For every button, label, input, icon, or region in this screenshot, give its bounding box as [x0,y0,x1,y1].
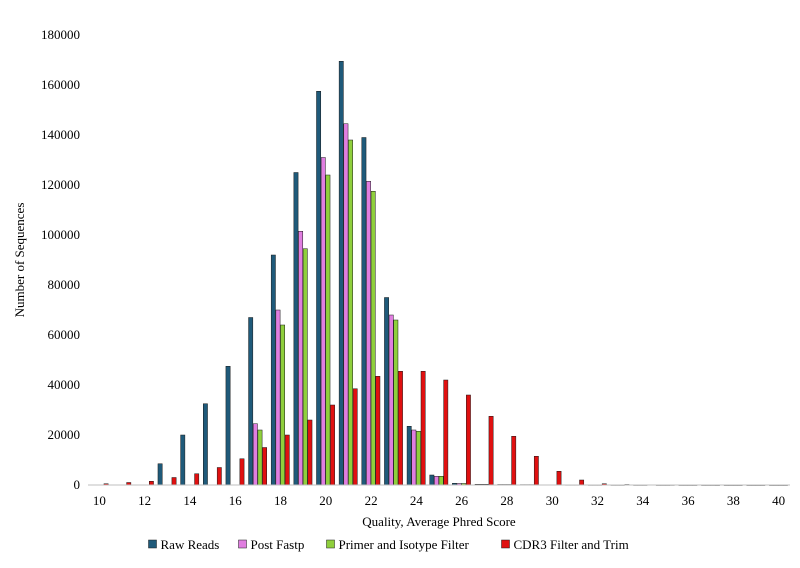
bar-raw-reads-13 [157,463,163,486]
bar-cdr3-filter-and-trim-12 [149,481,154,486]
bar-cdr3-filter-and-trim-30 [556,471,562,486]
x-tick-label: 34 [636,493,650,508]
bar-cdr3-filter-and-trim-20 [330,404,335,486]
x-tick-label: 36 [682,493,696,508]
bar-post-fastp-24 [411,429,417,486]
y-tick-label: 120000 [41,177,80,192]
bar-raw-reads-18 [270,254,276,486]
bar-post-fastp-20 [320,157,326,486]
bar-cdr3-filter-and-trim-19 [307,419,313,486]
x-tick-label: 24 [410,493,424,508]
bar-primer-and-isotype-filter-23 [393,319,399,486]
bar-primer-and-isotype-filter-20 [325,174,331,486]
bar-post-fastp-23 [388,314,394,486]
bar-raw-reads-17 [248,317,254,486]
bar-primer-and-isotype-filter-18 [280,324,286,486]
bar-cdr3-filter-and-trim-29 [533,456,539,486]
x-tick-label: 16 [229,493,243,508]
legend-label-post-fastp: Post Fastp [251,537,305,552]
y-tick-label: 60000 [48,327,81,342]
bar-raw-reads-14 [180,434,186,486]
y-tick-label: 140000 [41,127,80,142]
x-tick-label: 20 [319,493,332,508]
legend-swatch-cdr3-filter-and-trim [501,539,510,549]
legend-swatch-post-fastp [238,539,247,549]
bar-cdr3-filter-and-trim-28 [511,436,517,486]
bar-cdr3-filter-and-trim-24 [420,371,426,486]
bar-raw-reads-23 [384,297,389,486]
bar-group [103,61,788,486]
bar-post-fastp-19 [298,231,304,486]
bar-cdr3-filter-and-trim-25 [443,379,449,486]
x-tick-label: 12 [138,493,151,508]
bar-cdr3-filter-and-trim-21 [352,388,358,486]
bar-cdr3-filter-and-trim-27 [488,416,494,486]
x-tick-label: 32 [591,493,604,508]
y-tick-label: 40000 [48,377,81,392]
y-tick-label: 80000 [48,277,81,292]
x-tick-label: 10 [93,493,106,508]
y-tick-label: 160000 [41,77,80,92]
bar-raw-reads-16 [225,366,231,486]
y-axis-ticks: 0 20000 40000 60000 80000 100000 120000 140000 1… [41,27,80,492]
bar-raw-reads-24 [406,426,412,486]
x-tick-label: 22 [365,493,378,508]
bar-primer-and-isotype-filter-21 [348,139,353,486]
bar-raw-reads-21 [338,61,344,486]
x-tick-label: 30 [546,493,559,508]
bar-cdr3-filter-and-trim-23 [398,371,403,486]
x-tick-label: 18 [274,493,287,508]
y-tick-label: 0 [74,477,81,492]
legend: Raw Reads Post Fastp Primer and Isotype Fi… [148,537,629,552]
bar-raw-reads-15 [203,403,208,486]
bar-raw-reads-25 [429,474,435,486]
bar-post-fastp-22 [366,181,371,486]
bar-cdr3-filter-and-trim-15 [216,467,222,486]
bar-cdr3-filter-and-trim-17 [262,447,268,486]
legend-swatch-primer-and-isotype-filter [326,539,335,549]
bar-post-fastp-18 [275,309,281,486]
y-axis-title: Number of Sequences [12,203,27,318]
bar-raw-reads-22 [361,137,367,486]
bar-primer-and-isotype-filter-17 [257,429,263,486]
x-tick-label: 40 [772,493,785,508]
legend-label-cdr3-filter-and-trim: CDR3 Filter and Trim [514,537,629,552]
bar-primer-and-isotype-filter-24 [416,431,421,486]
bar-primer-and-isotype-filter-25 [438,476,444,486]
bar-post-fastp-25 [434,476,439,486]
bar-post-fastp-21 [343,123,349,486]
bar-cdr3-filter-and-trim-18 [284,434,290,486]
legend-swatch-raw-reads [148,539,157,549]
y-tick-label: 100000 [41,227,80,242]
bar-cdr3-filter-and-trim-22 [375,376,381,486]
legend-label-raw-reads: Raw Reads [161,537,220,552]
x-tick-label: 38 [727,493,740,508]
bar-primer-and-isotype-filter-22 [370,191,376,486]
bar-cdr3-filter-and-trim-26 [466,394,471,486]
x-axis-ticks: 10 12 14 16 18 20 22 24 26 28 30 32 34 36 38 40 [93,493,785,508]
bar-cdr3-filter-and-trim-13 [171,477,177,486]
bar-post-fastp-17 [252,423,258,486]
bar-raw-reads-20 [316,91,322,486]
bar-cdr3-filter-and-trim-31 [579,479,585,486]
x-tick-label: 14 [183,493,197,508]
bar-cdr3-filter-and-trim-16 [239,458,245,486]
x-tick-label: 28 [500,493,513,508]
bar-cdr3-filter-and-trim-14 [194,473,200,486]
legend-label-primer-and-isotype-filter: Primer and Isotype Filter [339,537,470,552]
x-tick-label: 26 [455,493,469,508]
y-tick-label: 20000 [48,427,81,442]
bar-raw-reads-19 [293,172,299,486]
bar-primer-and-isotype-filter-19 [302,248,308,486]
y-tick-label: 180000 [41,27,80,42]
x-axis-title: Quality, Average Phred Score [362,514,516,529]
